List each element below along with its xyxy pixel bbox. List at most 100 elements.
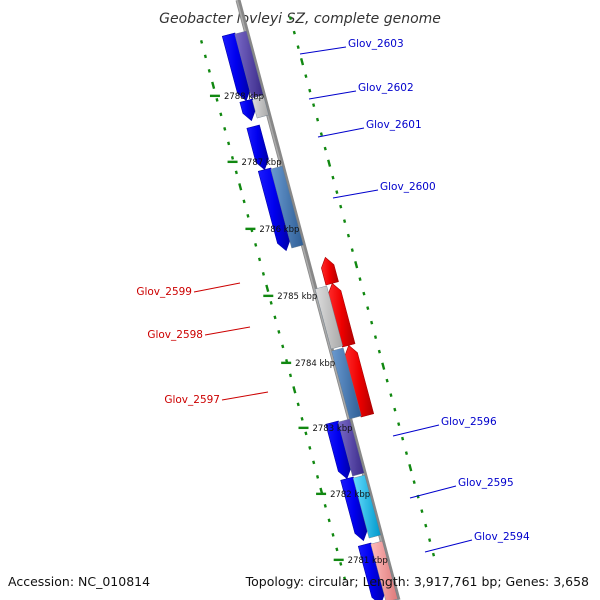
left-tick <box>265 284 270 293</box>
gene-label[interactable]: Glov_2594 <box>474 531 530 543</box>
gene-glov-2594[interactable] <box>357 540 398 600</box>
left-tick <box>211 81 216 90</box>
left-tick <box>234 170 238 175</box>
left-tick <box>219 112 223 117</box>
gene-labels: Glov_2603 Glov_2602 Glov_2601 Glov_2600 Glov… <box>136 38 530 553</box>
right-tick <box>373 335 378 340</box>
gene-label[interactable]: Glov_2596 <box>441 416 497 428</box>
right-tick <box>381 362 386 370</box>
gene-glov-2595[interactable] <box>340 474 381 542</box>
tick-label: 2787 kbp <box>242 158 282 168</box>
right-tick <box>315 117 320 122</box>
left-tick <box>308 445 312 450</box>
map-title: Geobacter lovleyi SZ, complete genome <box>159 11 441 27</box>
right-tick <box>350 248 354 253</box>
gene-glov-2596[interactable] <box>325 418 365 480</box>
right-tick <box>323 146 327 151</box>
right-tick <box>299 57 305 66</box>
right-tick <box>312 103 316 108</box>
right-tick <box>319 132 323 137</box>
left-tick <box>207 68 211 73</box>
left-tick <box>315 474 320 479</box>
tick-label: 2782 kbp <box>330 490 370 500</box>
gene-glov-2597[interactable] <box>331 344 375 420</box>
left-tick <box>335 547 339 552</box>
tick-labels: 2788 kbp 2787 kbp 2786 kbp 2785 kbp 2784 kbp… <box>209 92 388 566</box>
left-tick <box>273 315 277 320</box>
gene-glov-2602[interactable] <box>239 96 269 122</box>
left-tick <box>288 373 293 378</box>
right-tick <box>346 233 351 238</box>
right-tick <box>370 320 374 325</box>
left-tick <box>257 257 262 262</box>
right-tick <box>358 277 362 282</box>
gene-label[interactable]: Glov_2598 <box>147 329 203 341</box>
right-tick <box>397 422 401 427</box>
right-tick <box>428 538 432 543</box>
tick-label: 2783 kbp <box>312 424 352 434</box>
tick-label: 2781 kbp <box>348 556 388 566</box>
topology-text: Topology: circular; Length: 3,917,761 bp… <box>245 574 589 589</box>
left-tick <box>300 416 304 421</box>
left-tick <box>203 54 207 59</box>
gene-features <box>221 30 398 600</box>
tick-label: 2784 kbp <box>295 359 335 369</box>
right-tick <box>404 451 409 456</box>
gene-glov-2600[interactable] <box>257 165 304 252</box>
left-tick <box>327 518 331 523</box>
tick-label: 2788 kbp <box>224 92 264 102</box>
right-tick <box>343 219 347 224</box>
left-tick <box>199 39 204 44</box>
right-tick <box>408 463 413 472</box>
left-tick <box>339 561 343 566</box>
left-tick <box>331 532 335 537</box>
gene-label[interactable]: Glov_2597 <box>164 394 220 406</box>
gene-label[interactable]: Glov_2600 <box>380 181 436 193</box>
left-tick <box>277 329 281 334</box>
right-tick <box>288 16 293 21</box>
left-tick <box>281 344 285 349</box>
right-tick <box>377 349 381 354</box>
gene-label[interactable]: Glov_2603 <box>348 38 404 50</box>
left-tick <box>230 155 235 160</box>
right-tick <box>362 291 366 296</box>
right-tick <box>424 523 428 528</box>
right-tick <box>331 175 335 180</box>
right-tick <box>366 306 370 311</box>
right-tick <box>335 190 339 195</box>
left-tick <box>238 183 243 191</box>
left-tick <box>304 431 308 436</box>
left-tick <box>323 503 327 508</box>
right-tick <box>308 88 312 93</box>
right-tick <box>296 45 300 50</box>
right-tick <box>412 480 416 485</box>
left-tick <box>246 213 250 218</box>
right-tick <box>327 159 332 167</box>
gene-glov-2599[interactable] <box>321 256 339 286</box>
gene-label[interactable]: Glov_2599 <box>136 286 192 298</box>
left-tick <box>292 386 297 394</box>
right-tick <box>431 552 436 557</box>
left-tick <box>215 97 219 102</box>
right-tick <box>420 509 424 514</box>
left-tick <box>296 402 300 407</box>
tick-label: 2786 kbp <box>259 225 299 235</box>
right-tick <box>401 436 405 441</box>
right-tick <box>354 260 359 269</box>
right-tick <box>389 393 393 398</box>
left-tick <box>227 141 231 146</box>
right-tick <box>393 407 397 412</box>
left-tick <box>312 460 316 465</box>
right-tick <box>339 204 343 209</box>
left-tick <box>343 576 347 581</box>
gene-label[interactable]: Glov_2601 <box>366 119 422 131</box>
gene-label[interactable]: Glov_2602 <box>358 82 414 94</box>
left-tick <box>242 199 246 204</box>
gene-glov-2601[interactable] <box>246 124 269 171</box>
right-tick <box>385 378 389 383</box>
gene-glov-2603[interactable] <box>221 30 264 102</box>
left-tick <box>254 242 258 247</box>
right-tick <box>292 30 296 35</box>
left-tick <box>269 300 273 305</box>
gene-label[interactable]: Glov_2595 <box>458 477 514 489</box>
